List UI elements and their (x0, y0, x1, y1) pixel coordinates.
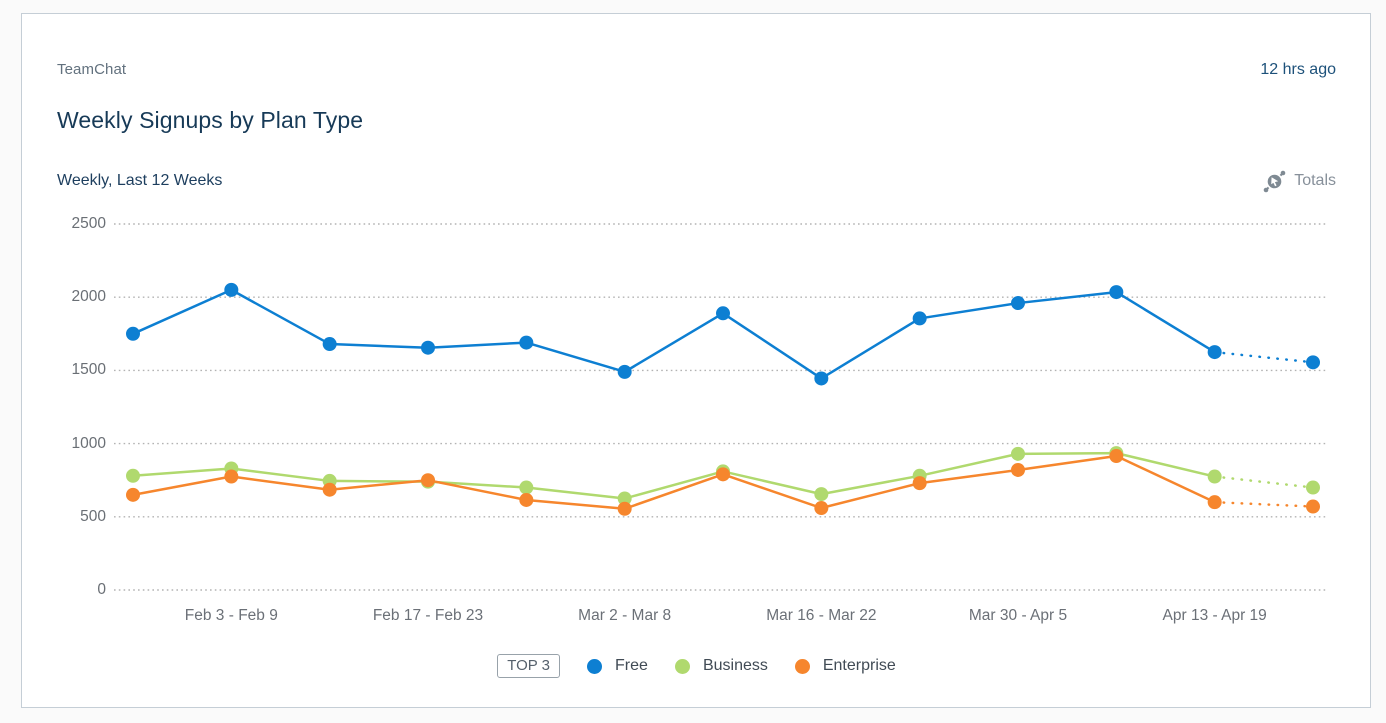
data-point-business-11[interactable] (1207, 469, 1222, 484)
data-point-free-2[interactable] (322, 337, 337, 352)
y-tick-500: 500 (80, 507, 106, 525)
data-point-free-6[interactable] (716, 306, 730, 321)
data-point-free-12[interactable] (1306, 355, 1320, 370)
data-point-enterprise-10[interactable] (1109, 449, 1124, 464)
data-point-enterprise-12[interactable] (1306, 499, 1320, 514)
totals-toggle[interactable]: Totals (1263, 170, 1336, 193)
legend-dot (794, 658, 810, 674)
x-tick-label: Apr 13 - Apr 19 (1163, 607, 1267, 624)
y-tick-1500: 1500 (71, 361, 106, 379)
timestamp: 12 hrs ago (1260, 61, 1336, 78)
data-point-enterprise-8[interactable] (912, 476, 927, 491)
series-projection-free (1213, 350, 1315, 364)
card-header: TeamChat 12 hrs ago (57, 61, 1336, 79)
top3-chip: TOP 3 (497, 654, 561, 678)
series-projection-business (1213, 475, 1315, 489)
legend-item-business[interactable]: Business (674, 657, 768, 675)
y-tick-2000: 2000 (71, 288, 106, 306)
legend-dot (587, 658, 603, 674)
data-point-enterprise-3[interactable] (421, 473, 435, 488)
data-point-business-4[interactable] (519, 480, 534, 495)
y-axis: 0 500 1000 1500 2000 2500 (57, 215, 114, 630)
data-point-business-9[interactable] (1011, 446, 1025, 461)
y-tick-1000: 1000 (71, 434, 106, 452)
totals-icon (1263, 170, 1286, 193)
legend: TOP 3 Free Business Enterprise (57, 654, 1336, 678)
line-chart: Feb 3 - Feb 9 Feb 17 - Feb 23 Mar 2 - Mar … (114, 223, 1327, 624)
data-point-free-1[interactable] (224, 282, 239, 297)
data-point-free-8[interactable] (912, 311, 927, 326)
data-point-enterprise-0[interactable] (126, 487, 140, 502)
legend-item-enterprise[interactable]: Enterprise (794, 657, 896, 675)
data-point-business-0[interactable] (126, 468, 140, 483)
data-point-free-0[interactable] (126, 326, 140, 341)
data-point-free-10[interactable] (1109, 285, 1124, 300)
y-tick-2500: 2500 (71, 215, 106, 232)
data-point-enterprise-11[interactable] (1207, 495, 1222, 510)
x-tick-label: Mar 30 - Apr 5 (969, 607, 1067, 624)
data-point-free-4[interactable] (519, 335, 534, 350)
totals-label: Totals (1294, 172, 1336, 189)
subtitle-row: Weekly, Last 12 Weeks Totals (57, 168, 1336, 194)
app-name: TeamChat (57, 61, 127, 78)
data-point-enterprise-9[interactable] (1011, 462, 1025, 477)
data-point-business-5[interactable] (617, 491, 632, 506)
page-title: Weekly Signups by Plan Type (57, 107, 364, 133)
legend-label: Enterprise (822, 657, 896, 674)
chart-area: 0 500 1000 1500 2000 2500 Feb 3 - Feb 9 Feb 17… (57, 215, 1336, 630)
data-point-free-9[interactable] (1011, 296, 1025, 311)
legend-label: Business (702, 657, 768, 674)
data-point-enterprise-7[interactable] (814, 501, 829, 516)
analytics-card: TeamChat 12 hrs ago Weekly Signups by Pl… (21, 13, 1371, 708)
data-point-free-3[interactable] (421, 340, 435, 355)
data-point-free-7[interactable] (814, 371, 829, 386)
chart-subtitle: Weekly, Last 12 Weeks (57, 172, 223, 189)
x-tick-label: Feb 3 - Feb 9 (185, 607, 278, 624)
series-line-business (132, 451, 1215, 500)
x-tick-label: Mar 16 - Mar 22 (766, 607, 876, 624)
data-point-business-7[interactable] (814, 487, 829, 502)
legend-item-free[interactable]: Free (587, 657, 648, 675)
data-point-enterprise-1[interactable] (224, 469, 239, 484)
data-point-free-5[interactable] (617, 364, 632, 379)
series-line-enterprise (132, 454, 1216, 510)
legend-dot (674, 658, 690, 674)
data-point-free-11[interactable] (1207, 345, 1222, 360)
legend-items: Free Business Enterprise (587, 657, 896, 675)
x-tick-label: Feb 17 - Feb 23 (373, 607, 483, 624)
series-projection-enterprise (1213, 500, 1315, 508)
x-tick-label: Mar 2 - Mar 8 (578, 607, 671, 624)
data-point-enterprise-6[interactable] (716, 467, 730, 482)
data-point-business-12[interactable] (1306, 480, 1320, 495)
data-point-enterprise-4[interactable] (519, 492, 534, 507)
legend-label: Free (615, 657, 648, 674)
data-point-enterprise-2[interactable] (322, 482, 337, 497)
series-line-free (132, 288, 1216, 380)
data-point-enterprise-5[interactable] (617, 501, 632, 516)
y-tick-0: 0 (97, 581, 106, 598)
